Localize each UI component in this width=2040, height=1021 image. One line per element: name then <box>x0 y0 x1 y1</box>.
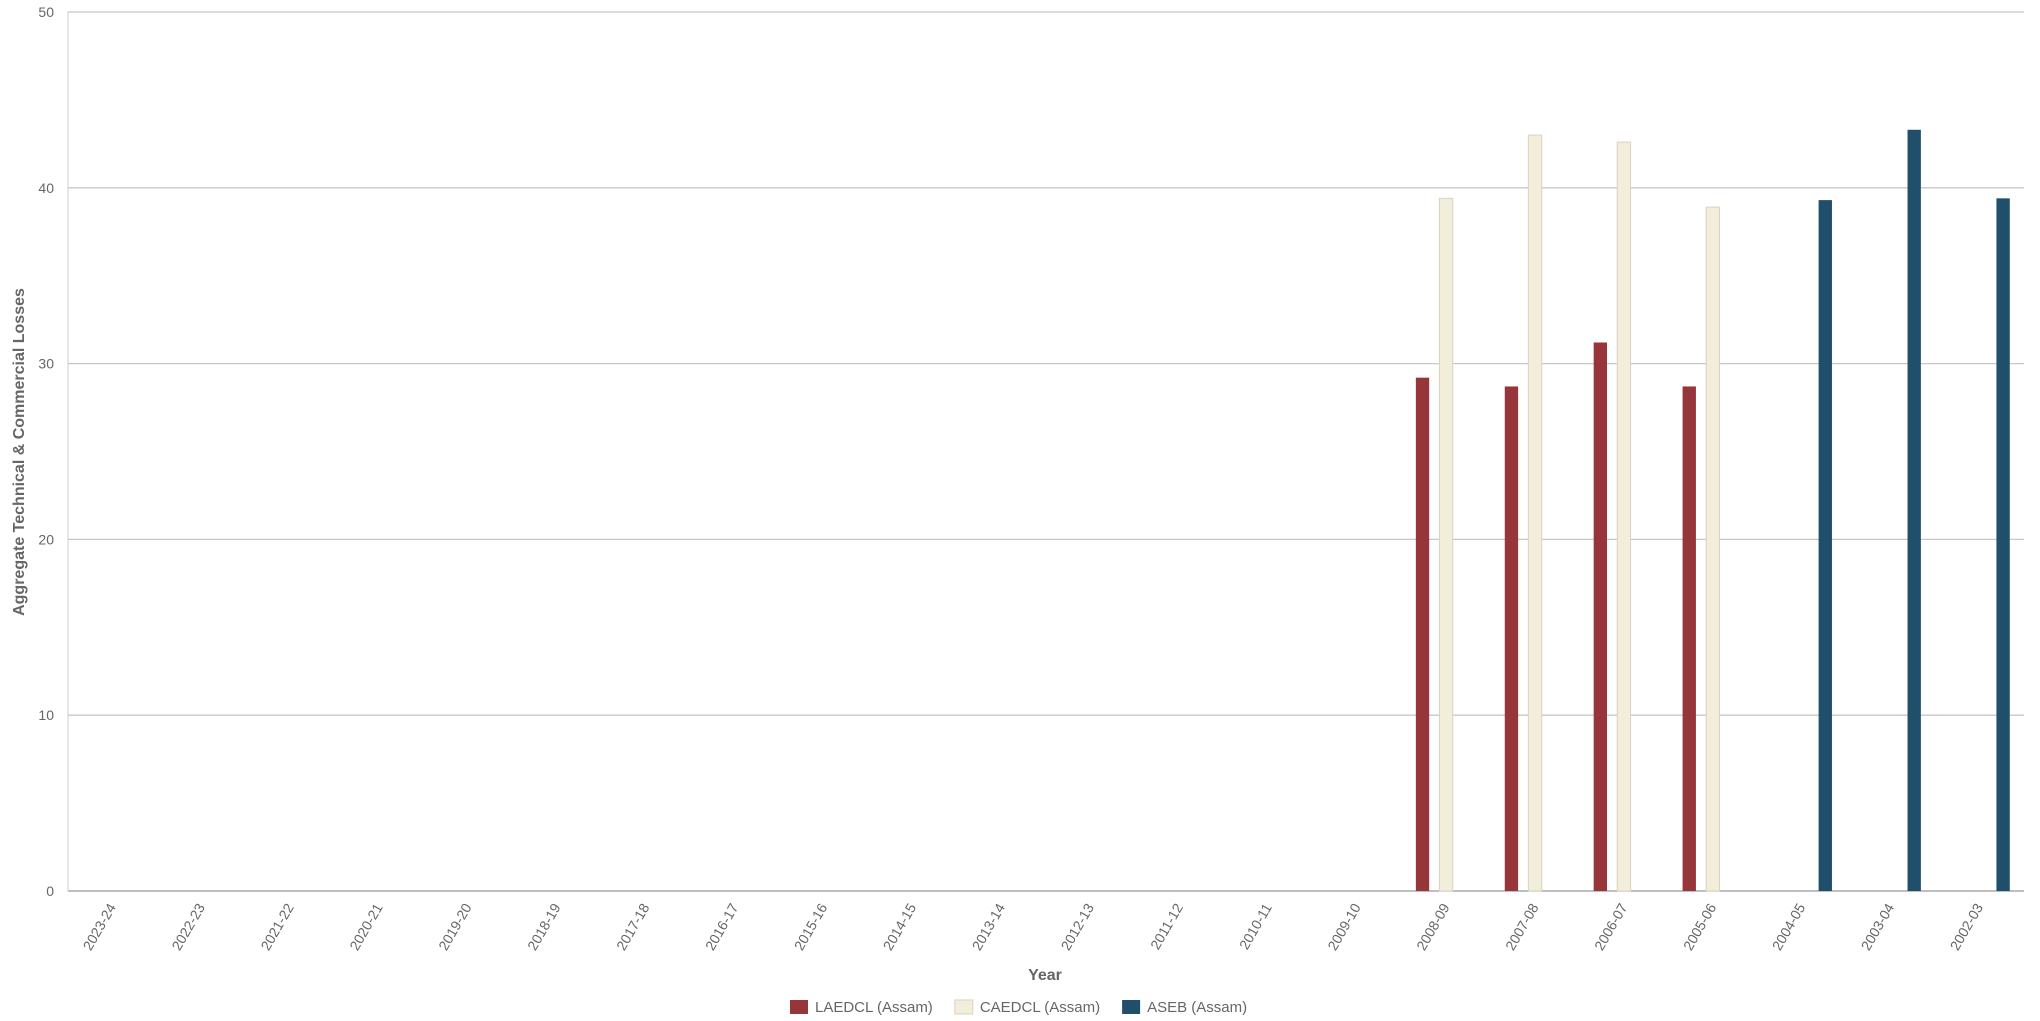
bar <box>1528 135 1541 891</box>
bar <box>1706 207 1719 891</box>
bar <box>1819 200 1832 891</box>
bar <box>1908 130 1921 891</box>
y-tick-label: 0 <box>46 883 54 899</box>
legend-label: CAEDCL (Assam) <box>980 999 1100 1016</box>
x-tick-label: 2023-24 <box>80 900 120 953</box>
bar <box>1996 198 2009 891</box>
y-tick-label: 40 <box>38 180 54 196</box>
x-tick-label: 2013-14 <box>969 900 1009 953</box>
y-tick-label: 50 <box>38 4 54 20</box>
x-tick-label: 2007-08 <box>1502 900 1542 953</box>
legend: LAEDCL (Assam) CAEDCL (Assam) ASEB (Assam) <box>790 999 1247 1016</box>
legend-swatch <box>790 1000 808 1014</box>
bar <box>1594 343 1607 891</box>
y-tick-label: 30 <box>38 356 54 372</box>
chart: Aggregate Technical & Commercial Losses … <box>0 0 2040 1021</box>
x-tick-label: 2008-09 <box>1413 900 1453 953</box>
y-tick-label: 10 <box>38 707 54 723</box>
x-tick-label: 2006-07 <box>1591 900 1631 953</box>
bar <box>1439 198 1452 891</box>
x-tick-label: 2022-23 <box>168 900 208 953</box>
x-tick-label: 2019-20 <box>435 900 475 953</box>
x-tick-label: 2016-17 <box>702 900 742 953</box>
x-tick-label: 2002-03 <box>1947 900 1987 953</box>
legend-label: ASEB (Assam) <box>1147 999 1247 1016</box>
x-tick-label: 2011-12 <box>1147 900 1186 952</box>
x-tick-label: 2004-05 <box>1769 900 1809 953</box>
legend-label: LAEDCL (Assam) <box>815 999 933 1016</box>
bar <box>1617 142 1630 891</box>
bar <box>1505 386 1518 891</box>
x-tick-label: 2009-10 <box>1324 900 1364 953</box>
x-tick-label: 2020-21 <box>346 900 386 953</box>
x-tick-label: 2010-11 <box>1236 900 1275 952</box>
bar <box>1683 386 1696 891</box>
bar <box>1416 378 1429 891</box>
legend-swatch <box>1122 1000 1140 1014</box>
y-tick-label: 20 <box>38 531 54 547</box>
x-tick-label: 2015-16 <box>791 900 831 953</box>
legend-swatch <box>955 1000 973 1014</box>
x-tick-label: 2003-04 <box>1858 900 1898 953</box>
x-tick-label: 2018-19 <box>524 900 564 953</box>
x-tick-label: 2005-06 <box>1680 900 1720 953</box>
x-tick-label: 2017-18 <box>613 900 653 953</box>
y-axis-title: Aggregate Technical & Commercial Losses <box>11 288 28 616</box>
x-axis-title: Year <box>1028 967 1062 984</box>
x-tick-label: 2012-13 <box>1058 900 1098 953</box>
x-tick-label: 2021-22 <box>257 900 297 953</box>
x-tick-label: 2014-15 <box>880 900 920 953</box>
